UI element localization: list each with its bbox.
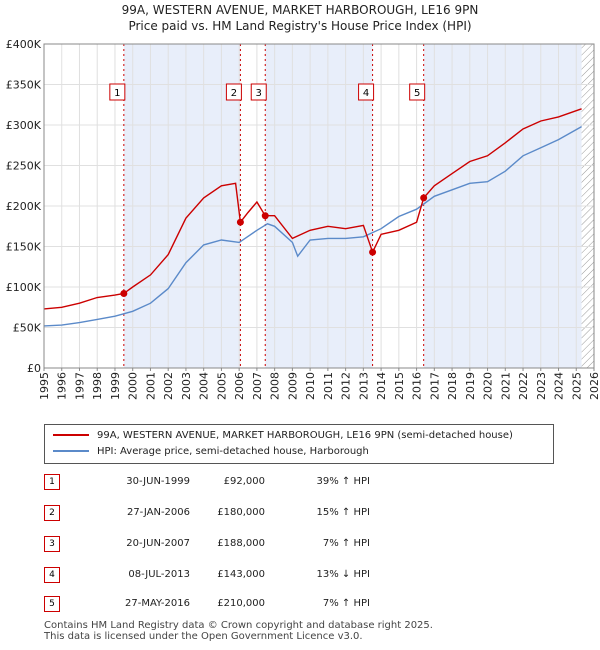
x-tick-label: 2009	[286, 372, 299, 400]
legend-label-hpi: HPI: Average price, semi-detached house,…	[97, 446, 369, 457]
x-tick-label: 1995	[38, 372, 51, 400]
y-tick-label: £150K	[6, 241, 42, 254]
y-tick-label: £300K	[6, 119, 42, 132]
sale-price: £210,000	[217, 598, 265, 609]
x-tick-label: 2018	[446, 372, 459, 400]
sale-number-badge: 3	[44, 536, 60, 552]
y-tick-label: £100K	[6, 281, 42, 294]
sale-point	[120, 289, 128, 297]
footer-copyright: Contains HM Land Registry data © Crown c…	[44, 620, 433, 631]
sale-label: 1	[114, 88, 120, 99]
chart-title: 99A, WESTERN AVENUE, MARKET HARBOROUGH, …	[121, 3, 479, 17]
x-tick-label: 2020	[482, 372, 495, 400]
x-tick-label: 1996	[56, 372, 69, 400]
x-tick-label: 2001	[144, 372, 157, 400]
hpi-line	[43, 125, 582, 327]
x-tick-label: 2008	[269, 372, 282, 400]
sale-label-box	[358, 83, 375, 101]
x-tick-label: 2002	[162, 372, 175, 400]
sale-label-box	[409, 83, 426, 101]
x-tick-label: 1999	[109, 372, 122, 400]
sale-hpi-change: 7% ↑ HPI	[322, 598, 370, 609]
x-tick-label: 2025	[570, 372, 583, 400]
y-tick-label: £200K	[6, 200, 42, 213]
price-chart: 1 2 3 4 5 £0 £50K £100K £150K £200K £250K £300K £35…	[6, 38, 600, 400]
sale-number-badge: 5	[44, 596, 60, 612]
y-tick-label: £50K	[13, 322, 42, 335]
sale-row: 1 30-JUN-1999 £92,000 39% ↑ HPI	[0, 474, 600, 490]
property-price-line	[43, 108, 582, 310]
legend: 99A, WESTERN AVENUE, MARKET HARBOROUGH, …	[44, 424, 554, 464]
sale-date: 08-JUL-2013	[128, 569, 190, 580]
legend-swatch-blue	[53, 450, 89, 452]
x-tick-label: 2019	[464, 372, 477, 400]
sale-hpi-change: 39% ↑ HPI	[316, 476, 370, 487]
sale-number-badge: 4	[44, 567, 60, 583]
sale-label-box	[109, 83, 126, 101]
legend-item-hpi: HPI: Average price, semi-detached house,…	[53, 445, 369, 459]
x-tick-label: 2017	[428, 372, 441, 400]
y-tick-label: £350K	[6, 79, 42, 92]
sale-hpi-change: 15% ↑ HPI	[316, 507, 370, 518]
x-tick-label: 2026	[588, 372, 600, 400]
x-tick-label: 2006	[233, 372, 246, 400]
sale-point	[236, 218, 244, 226]
legend-swatch-red	[53, 434, 89, 436]
x-tick-label: 2014	[375, 372, 388, 400]
sale-price: £188,000	[217, 538, 265, 549]
sale-date: 27-MAY-2016	[124, 598, 190, 609]
x-tick-label: 2012	[340, 372, 353, 400]
y-tick-label: £400K	[6, 38, 42, 51]
footer: Contains HM Land Registry data © Crown c…	[44, 620, 433, 642]
sale-label: 5	[414, 88, 420, 99]
sale-label: 2	[231, 88, 237, 99]
x-tick-label: 2022	[517, 372, 530, 400]
footer-licence: This data is licensed under the Open Gov…	[44, 631, 363, 642]
sale-date: 27-JAN-2006	[126, 507, 190, 518]
sale-point	[261, 212, 269, 220]
sale-label: 4	[363, 88, 369, 99]
sale-row: 3 20-JUN-2007 £188,000 7% ↑ HPI	[0, 536, 600, 552]
y-tick-label: £0	[27, 362, 41, 375]
sale-label-box	[250, 83, 267, 101]
y-tick-label: £250K	[6, 160, 42, 173]
legend-label-property: 99A, WESTERN AVENUE, MARKET HARBOROUGH, …	[97, 430, 513, 441]
x-tick-label: 2016	[411, 372, 424, 400]
sale-date: 20-JUN-2007	[126, 538, 190, 549]
x-tick-label: 2005	[215, 372, 228, 400]
x-tick-label: 2013	[357, 372, 370, 400]
sale-label: 3	[256, 88, 262, 99]
sale-date: 30-JUN-1999	[126, 476, 190, 487]
x-tick-label: 2007	[251, 372, 264, 400]
sale-row: 2 27-JAN-2006 £180,000 15% ↑ HPI	[0, 505, 600, 521]
x-tick-label: 2023	[535, 372, 548, 400]
sale-price: £143,000	[217, 569, 265, 580]
sale-label-box	[225, 83, 242, 101]
sale-row: 4 08-JUL-2013 £143,000 13% ↓ HPI	[0, 567, 600, 583]
x-tick-label: 2010	[304, 372, 317, 400]
x-tick-label: 2011	[322, 372, 335, 400]
x-tick-label: 1997	[73, 372, 86, 400]
sale-point	[420, 194, 428, 202]
sale-point	[369, 248, 377, 256]
x-tick-label: 2021	[499, 372, 512, 400]
sale-row: 5 27-MAY-2016 £210,000 7% ↑ HPI	[0, 596, 600, 612]
x-tick-label: 2004	[198, 372, 211, 400]
chart-subtitle: Price paid vs. HM Land Registry's House …	[128, 19, 472, 33]
sale-price: £180,000	[217, 507, 265, 518]
legend-item-property: 99A, WESTERN AVENUE, MARKET HARBOROUGH, …	[53, 429, 513, 443]
x-tick-label: 2000	[127, 372, 140, 400]
sale-hpi-change: 7% ↑ HPI	[322, 538, 370, 549]
sale-number-badge: 2	[44, 505, 60, 521]
sale-hpi-change: 13% ↓ HPI	[316, 569, 370, 580]
x-tick-label: 2024	[553, 372, 566, 400]
x-tick-label: 2003	[180, 372, 193, 400]
sale-price: £92,000	[223, 476, 265, 487]
x-tick-label: 2015	[393, 372, 406, 400]
plot-frame	[43, 43, 595, 369]
sale-number-badge: 1	[44, 474, 60, 490]
x-tick-label: 1998	[91, 372, 104, 400]
